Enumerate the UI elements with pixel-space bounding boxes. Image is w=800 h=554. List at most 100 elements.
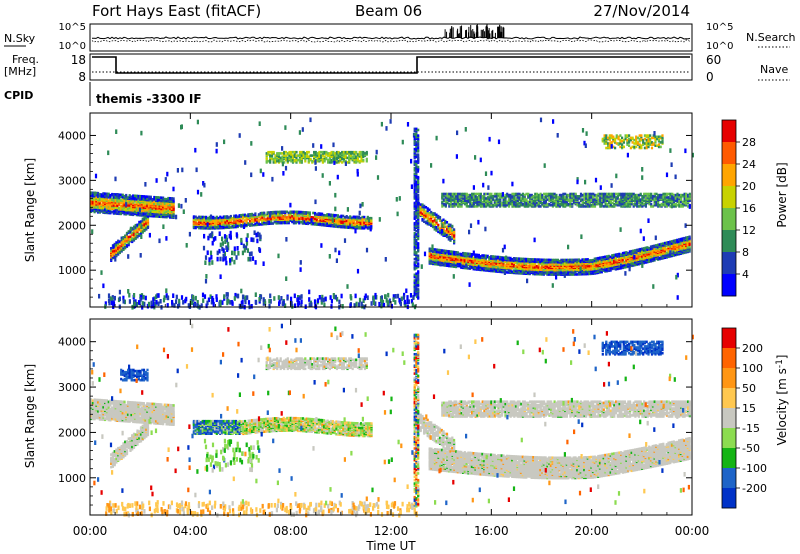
power-cell bbox=[326, 219, 329, 223]
power-cell bbox=[604, 255, 607, 259]
power-cell bbox=[299, 216, 303, 219]
power-cell bbox=[116, 206, 119, 210]
power-cell bbox=[290, 153, 293, 156]
power-cell bbox=[271, 210, 275, 214]
power-cell bbox=[121, 198, 124, 201]
power-cell bbox=[305, 211, 308, 214]
power-cell bbox=[283, 161, 286, 164]
power-cell bbox=[291, 156, 295, 160]
power-cell bbox=[662, 242, 665, 245]
power-cell bbox=[335, 219, 338, 223]
power-cell bbox=[551, 258, 554, 262]
power-cell bbox=[535, 260, 538, 264]
power-cell bbox=[565, 271, 568, 274]
power-cell bbox=[490, 255, 493, 258]
power-cell bbox=[270, 157, 274, 161]
power-cell bbox=[350, 216, 354, 220]
power-cell bbox=[319, 222, 322, 226]
power-cell bbox=[156, 201, 159, 205]
power-cell bbox=[282, 210, 285, 214]
power-cell bbox=[518, 257, 521, 260]
power-cell bbox=[563, 262, 566, 265]
power-cell bbox=[273, 216, 276, 219]
power-cell bbox=[563, 258, 566, 262]
power-cell bbox=[359, 216, 362, 220]
power-cell bbox=[229, 214, 232, 218]
power-cell bbox=[212, 219, 215, 222]
power-cell bbox=[136, 229, 139, 232]
power-cell bbox=[249, 219, 252, 223]
power-cell bbox=[512, 257, 516, 260]
power-cell bbox=[435, 256, 438, 259]
power-cell bbox=[326, 222, 329, 225]
power-cell bbox=[634, 251, 637, 254]
power-cell bbox=[623, 253, 626, 257]
power-cell bbox=[328, 216, 331, 220]
power-cell bbox=[220, 222, 224, 225]
power-cell bbox=[228, 225, 231, 228]
power-cell bbox=[285, 216, 289, 219]
power-cell bbox=[323, 150, 326, 154]
power-cell bbox=[309, 157, 312, 161]
power-cell bbox=[238, 218, 241, 222]
power-cell bbox=[600, 267, 603, 270]
power-cell bbox=[301, 214, 304, 217]
power-cell bbox=[613, 263, 616, 267]
power-cell bbox=[646, 246, 649, 249]
power-cell bbox=[293, 158, 296, 162]
power-cell bbox=[523, 257, 526, 261]
power-cell bbox=[337, 150, 340, 154]
power-cell bbox=[269, 161, 272, 164]
power-cell bbox=[527, 264, 530, 268]
power-cell bbox=[621, 264, 624, 267]
nave-tick-bottom: 0 bbox=[706, 70, 714, 84]
power-cell bbox=[323, 158, 326, 162]
power-cell bbox=[361, 225, 364, 229]
power-cell bbox=[346, 156, 349, 160]
power-cell bbox=[336, 221, 339, 224]
power-cell bbox=[291, 154, 295, 157]
power-cell bbox=[349, 224, 352, 227]
power-cell bbox=[349, 215, 352, 218]
power-cell bbox=[259, 211, 262, 215]
power-cell bbox=[333, 222, 336, 226]
power-cell bbox=[284, 210, 287, 214]
power-cell bbox=[354, 222, 357, 225]
power-cell bbox=[250, 224, 253, 227]
power-cell bbox=[303, 217, 306, 221]
power-cell bbox=[270, 150, 274, 154]
power-cell bbox=[172, 213, 175, 216]
power-cell bbox=[127, 235, 130, 239]
power-cell bbox=[318, 150, 321, 154]
power-cell bbox=[348, 154, 351, 157]
power-cell bbox=[570, 258, 573, 262]
power-cell bbox=[318, 153, 321, 156]
power-cell bbox=[274, 161, 277, 164]
power-cell bbox=[641, 247, 644, 251]
power-cell bbox=[137, 194, 140, 198]
power-cell bbox=[271, 215, 275, 218]
power-cell bbox=[303, 220, 306, 223]
power-cell bbox=[308, 211, 311, 214]
power-cell bbox=[637, 255, 640, 258]
power-cell bbox=[352, 215, 355, 219]
power-cell bbox=[194, 221, 197, 224]
power-cell bbox=[277, 218, 280, 222]
power-cell bbox=[228, 221, 231, 225]
power-cell bbox=[435, 258, 438, 262]
power-cell bbox=[320, 156, 323, 160]
power-cell bbox=[548, 258, 551, 262]
power-cell bbox=[512, 269, 516, 272]
power-cell bbox=[119, 204, 122, 208]
power-cell bbox=[609, 257, 612, 261]
power-cell bbox=[447, 250, 451, 253]
power-cell bbox=[597, 256, 600, 260]
power-cell bbox=[662, 251, 665, 254]
power-cell bbox=[644, 259, 647, 262]
power-cell bbox=[113, 242, 116, 246]
power-cell bbox=[655, 249, 658, 253]
power-cell bbox=[300, 157, 303, 161]
power-cell bbox=[263, 211, 266, 215]
power-cell bbox=[299, 220, 303, 224]
